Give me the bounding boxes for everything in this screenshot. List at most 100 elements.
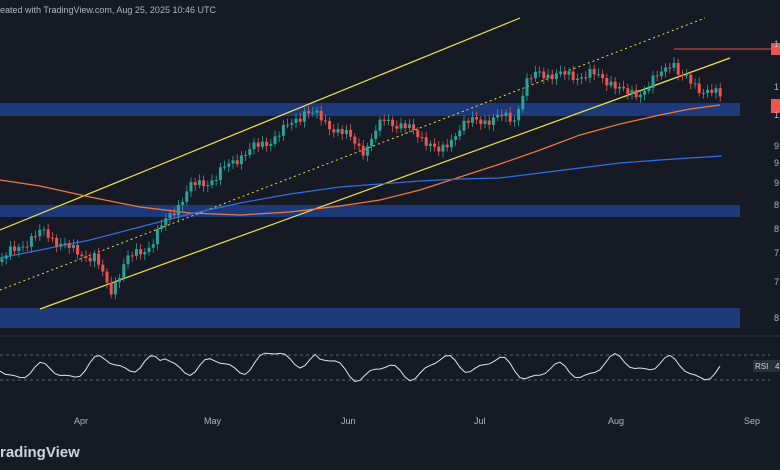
candle-body: [139, 249, 143, 255]
candle-body: [365, 146, 369, 156]
candle-body: [265, 141, 269, 146]
candle-body: [512, 120, 516, 122]
candle-body: [13, 246, 17, 251]
candle-body: [323, 120, 327, 122]
candle-body: [189, 182, 193, 192]
candle-body: [147, 247, 151, 252]
candle-body: [235, 160, 239, 165]
candle-body: [63, 243, 67, 245]
candle-body: [34, 236, 38, 238]
candle-body: [71, 245, 75, 249]
candle-body: [340, 129, 344, 135]
candle-body: [298, 118, 302, 122]
candle-body: [374, 130, 378, 139]
candle-body: [101, 264, 105, 272]
candle-body: [475, 117, 479, 120]
candle-body: [231, 160, 235, 164]
candle-body: [223, 166, 227, 168]
y-axis: 1 1 1 9 9 9 8 8 7 7 8: [774, 39, 779, 323]
x-tick-jul: Jul: [474, 416, 486, 426]
candle-body: [622, 86, 626, 89]
candle-body: [160, 225, 164, 229]
candle-body: [630, 90, 634, 94]
candle-body: [491, 117, 495, 125]
candle-body: [214, 179, 218, 181]
candle-body: [508, 112, 512, 122]
candle-body: [357, 143, 361, 146]
candle-body: [689, 74, 693, 84]
candle-body: [244, 154, 248, 156]
y-tick-label: 8: [774, 200, 779, 210]
y-tick-label: 7: [774, 248, 779, 258]
rsi-line: [0, 352, 721, 383]
candle-body: [88, 257, 92, 262]
candle-body: [433, 143, 437, 147]
middle-zone: [0, 205, 740, 217]
candle-body: [218, 167, 222, 180]
candle-body: [143, 251, 147, 255]
candle-body: [349, 129, 353, 137]
candle-body: [336, 129, 340, 133]
candle-body: [302, 111, 306, 122]
candle-body: [239, 155, 243, 165]
candle-body: [252, 142, 256, 150]
candle-body: [710, 89, 714, 93]
candle-body: [155, 228, 159, 245]
candle-body: [55, 237, 59, 247]
candle-body: [454, 136, 458, 140]
candle-body: [546, 74, 550, 79]
candle-body: [328, 120, 332, 130]
candle-body: [647, 87, 651, 91]
x-tick-aug: Aug: [608, 416, 624, 426]
candle-body: [525, 78, 529, 96]
candle-body: [273, 136, 277, 144]
candle-body: [550, 74, 554, 80]
candle-body: [168, 213, 172, 219]
y-tick-label: 9: [774, 141, 779, 151]
candle-body: [529, 78, 533, 80]
candle-body: [8, 246, 12, 256]
candle-body: [92, 253, 96, 262]
candle-body: [500, 114, 504, 117]
candle-body: [281, 124, 285, 136]
candle-body: [319, 110, 323, 121]
candle-body: [311, 112, 315, 114]
candle-body: [269, 143, 273, 146]
candle-body: [286, 124, 290, 126]
candle-body: [479, 119, 483, 125]
channel-upper-line: [0, 17, 521, 231]
candle-body: [67, 243, 71, 249]
y-tick-label: 8: [774, 224, 779, 234]
candle-body: [605, 77, 609, 86]
x-tick-apr: Apr: [74, 416, 88, 426]
candle-body: [42, 229, 46, 231]
candle-body: [193, 182, 197, 186]
candle-body: [420, 137, 424, 139]
candle-body: [651, 75, 655, 88]
candle-body: [437, 146, 441, 152]
lower-zone: [0, 308, 740, 328]
candle-body: [38, 229, 42, 237]
candle-body: [680, 74, 684, 76]
candle-body: [533, 71, 537, 79]
candle-body: [496, 114, 500, 118]
candle-body: [277, 135, 281, 137]
candle-body: [378, 119, 382, 131]
candle-body: [76, 245, 80, 255]
candle-body: [113, 282, 117, 295]
candle-body: [701, 92, 705, 94]
candle-body: [294, 118, 298, 123]
candle-body: [164, 218, 168, 226]
candle-body: [332, 129, 336, 133]
candle-body: [46, 229, 50, 238]
candle-body: [109, 282, 113, 295]
candle-body: [172, 213, 176, 216]
candle-body: [697, 83, 701, 93]
candle-body: [424, 137, 428, 146]
candle-body: [0, 258, 4, 262]
candle-body: [567, 71, 571, 75]
candle-body: [441, 144, 445, 152]
candle-body: [563, 71, 567, 75]
